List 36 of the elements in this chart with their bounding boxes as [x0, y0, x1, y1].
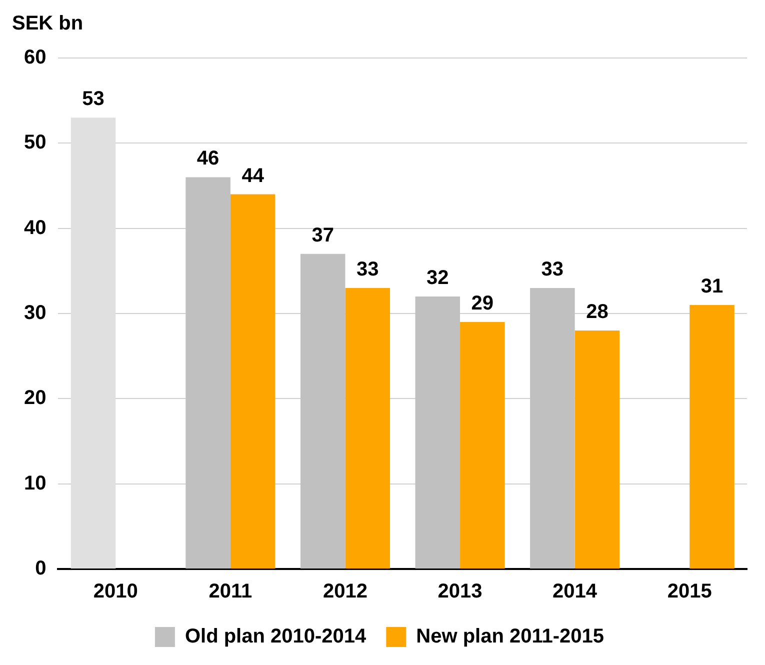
x-tick-label: 2012 — [322, 580, 368, 603]
data-label: 37 — [312, 224, 334, 246]
y-axis-title: SEK bn — [12, 12, 84, 35]
bar — [415, 296, 460, 568]
y-tick-label: 20 — [24, 387, 46, 410]
x-tick-label: 2014 — [552, 580, 598, 603]
data-label: 33 — [541, 258, 564, 280]
x-tick-label: 2010 — [93, 580, 138, 603]
y-tick-label: 40 — [24, 216, 46, 239]
data-label: 53 — [82, 88, 104, 110]
y-tick-label: 10 — [24, 472, 46, 494]
data-label: 33 — [356, 258, 379, 280]
bar — [460, 322, 505, 568]
data-label: 28 — [586, 301, 608, 324]
y-tick-label: 30 — [24, 302, 46, 324]
bar — [230, 194, 276, 568]
y-tick-label: 60 — [24, 46, 46, 69]
data-label: 31 — [700, 276, 724, 298]
data-label: 32 — [426, 266, 449, 289]
data-label: 44 — [242, 164, 265, 187]
data-label: 29 — [471, 292, 494, 315]
legend-label: New plan 2011-2015 — [416, 626, 604, 648]
bar — [690, 304, 734, 568]
bar — [345, 288, 390, 568]
bar — [530, 288, 575, 568]
bar — [574, 330, 620, 568]
data-label: 46 — [196, 148, 220, 170]
bar — [300, 254, 346, 568]
y-tick-label: 0 — [35, 558, 46, 580]
bar — [70, 118, 116, 568]
legend-label: Old plan 2010-2014 — [184, 626, 368, 648]
bar — [186, 177, 230, 568]
x-tick-label: 2013 — [438, 580, 482, 603]
y-tick-label: 50 — [24, 132, 46, 154]
x-tick-label: 2015 — [667, 580, 712, 603]
x-tick-label: 2011 — [208, 580, 252, 603]
